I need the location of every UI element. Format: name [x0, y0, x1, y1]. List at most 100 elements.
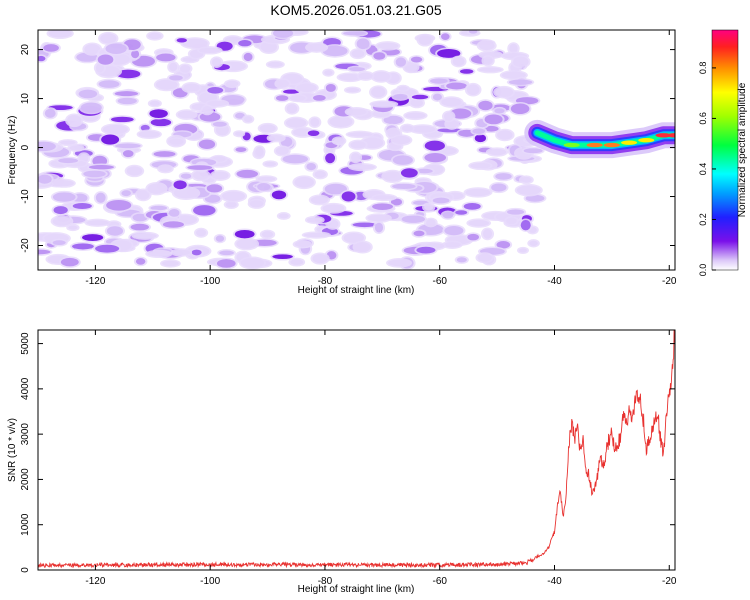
noise-blob	[261, 231, 274, 238]
y-tick-label: 10	[20, 93, 31, 105]
noise-blob	[459, 69, 474, 74]
noise-blob	[506, 217, 517, 225]
noise-blob	[38, 141, 56, 152]
noise-blob	[472, 128, 486, 134]
spectrogram-frame	[37, 29, 676, 271]
noise-blob	[444, 225, 464, 236]
noise-blob	[285, 118, 307, 128]
noise-blob	[345, 87, 360, 93]
noise-blob	[413, 230, 425, 237]
noise-blob	[401, 215, 426, 223]
noise-blob	[376, 42, 399, 50]
noise-blob	[202, 106, 212, 114]
noise-blob	[410, 99, 423, 107]
x-tick-label: -120	[85, 576, 105, 587]
noise-blob	[60, 257, 79, 267]
noise-blob	[219, 250, 234, 256]
noise-blob	[257, 176, 276, 182]
noise-blob	[371, 101, 397, 107]
noise-blob	[525, 194, 545, 202]
noise-blob	[100, 33, 117, 44]
noise-blob	[306, 162, 317, 171]
noise-blob	[354, 241, 371, 253]
noise-blob	[456, 257, 467, 263]
noise-blob	[198, 139, 216, 150]
noise-blob	[276, 95, 289, 101]
noise-blob	[153, 151, 176, 157]
signal-ridge-peak	[655, 133, 672, 138]
noise-blob	[52, 192, 76, 202]
noise-blob	[405, 112, 426, 119]
noise-blob	[374, 222, 384, 233]
noise-blob	[257, 183, 271, 191]
noise-blob	[351, 49, 365, 58]
noise-blob	[162, 221, 184, 228]
noise-blob	[162, 260, 179, 267]
noise-blob	[114, 143, 141, 149]
noise-blob	[343, 232, 365, 243]
noise-blob	[443, 242, 461, 248]
noise-blob	[424, 152, 447, 163]
noise-blob	[236, 169, 259, 178]
noise-blob	[235, 131, 244, 136]
noise-blob	[312, 253, 328, 264]
noise-blob	[418, 35, 432, 46]
noise-blob	[372, 203, 393, 210]
x-tick-label: -60	[432, 576, 447, 587]
noise-blob	[199, 47, 221, 54]
y-tick-label: -20	[20, 238, 31, 253]
noise-blob	[155, 79, 178, 90]
noise-blob	[437, 48, 461, 58]
noise-blob	[388, 259, 411, 267]
noise-blob	[156, 53, 176, 62]
noise-blob	[169, 62, 178, 72]
spectrogram-x-axis: -120 -100 -80 -60 -40 -20	[85, 30, 677, 287]
noise-blob	[513, 56, 529, 67]
noise-blob	[110, 116, 134, 123]
noise-blob	[349, 164, 375, 170]
noise-blob	[177, 110, 196, 119]
noise-blob	[126, 166, 143, 176]
y-tick-label: 4000	[20, 377, 31, 400]
noise-blob	[401, 125, 413, 132]
noise-blob	[444, 112, 454, 121]
noise-blob	[404, 61, 418, 72]
noise-blob	[72, 243, 94, 250]
noise-blob	[235, 147, 247, 152]
noise-blob	[483, 56, 493, 65]
noise-blob	[121, 190, 131, 197]
colorbar-gradient	[711, 29, 739, 271]
noise-blob	[495, 173, 512, 180]
snr-y-label: SNR (10 * v/v)	[7, 418, 18, 482]
noise-blob	[426, 219, 436, 226]
noise-blob	[215, 235, 225, 242]
noise-blob	[494, 108, 505, 114]
signal-ridge-peak	[621, 140, 638, 145]
noise-blob	[495, 87, 514, 97]
noise-blob	[97, 54, 114, 65]
noise-blob	[483, 125, 499, 132]
noise-blob	[60, 140, 76, 145]
noise-blob	[216, 259, 236, 268]
x-tick-label: -40	[547, 576, 562, 587]
noise-blob	[147, 251, 171, 257]
noise-blob	[424, 203, 434, 211]
noise-blob	[80, 102, 102, 113]
noise-blob	[497, 130, 513, 140]
noise-blob	[172, 249, 191, 256]
noise-blob	[191, 249, 202, 256]
noise-blob	[452, 57, 465, 66]
noise-blob	[329, 116, 353, 128]
noise-blob	[106, 199, 132, 211]
noise-blob	[259, 124, 276, 133]
noise-blob	[307, 130, 320, 137]
y-tick-label: 0	[20, 144, 31, 150]
noise-blob	[169, 138, 184, 145]
noise-blob	[432, 93, 442, 101]
y-tick-label: 1000	[20, 513, 31, 536]
noise-blob	[133, 233, 157, 239]
noise-blob	[95, 244, 120, 253]
noise-blob	[192, 170, 209, 180]
noise-blob	[346, 108, 367, 116]
